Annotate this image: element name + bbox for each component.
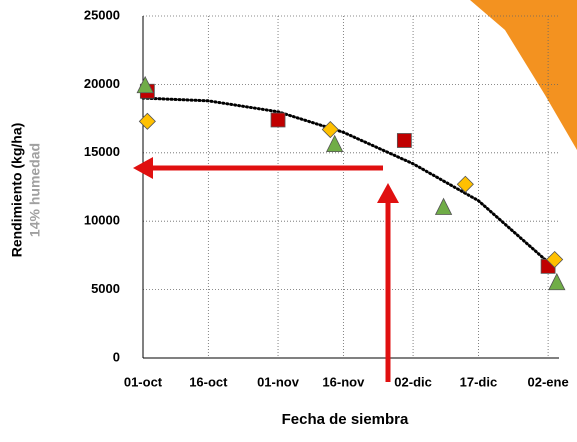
x-axis-label: Fecha de siembra — [282, 411, 409, 428]
x-tick-label: 16-nov — [322, 374, 365, 389]
x-tick-label: 17-dic — [460, 374, 498, 389]
plot-area: 0 5000 10000 15000 20000 25000 01-oct 16-oct 01-… — [84, 7, 569, 389]
point — [396, 133, 412, 148]
arrow-head — [133, 157, 153, 179]
point — [270, 112, 286, 128]
point — [138, 112, 156, 130]
point — [136, 75, 154, 94]
x-tick-label: 02-ene — [528, 374, 569, 389]
y-axis-label: Rendimiento (kg/ha) — [9, 123, 25, 258]
trend-line — [141, 96, 550, 264]
point — [321, 120, 339, 139]
x-tick-label: 01-oct — [124, 374, 163, 389]
arrow-head — [377, 183, 399, 203]
y-tick-label: 25000 — [84, 7, 120, 22]
y-axis-sublabel: 14% humedad — [27, 143, 43, 237]
point — [456, 175, 474, 193]
x-tick-label: 02-dic — [394, 374, 432, 389]
y-tick-label: 20000 — [84, 76, 120, 91]
y-tick-label: 15000 — [84, 144, 120, 159]
point — [546, 250, 564, 269]
point — [548, 272, 566, 291]
arrows — [133, 157, 399, 382]
point — [434, 197, 453, 215]
x-tick-label: 01-nov — [257, 374, 300, 389]
point — [326, 134, 344, 152]
decoration — [470, 0, 577, 150]
y-tick-label: 5000 — [91, 281, 120, 296]
y-tick-label: 10000 — [84, 213, 120, 228]
x-tick-label: 16-oct — [189, 374, 228, 389]
y-tick-label: 0 — [113, 349, 120, 364]
